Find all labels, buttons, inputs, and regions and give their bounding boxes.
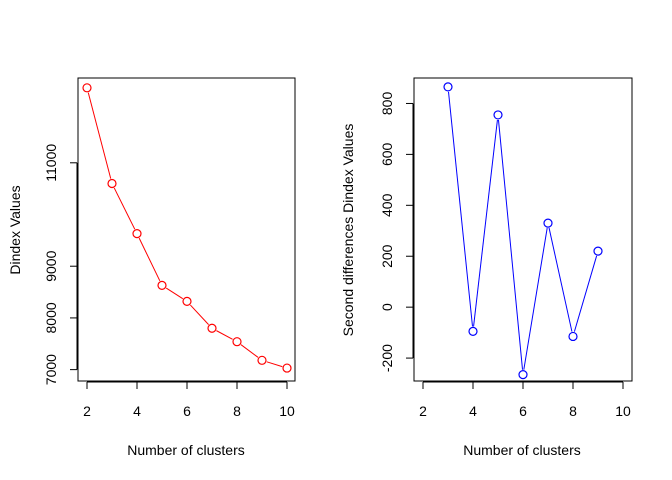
data-point-right [468, 326, 478, 336]
data-point-left [82, 83, 92, 93]
x-tick-label-left: 6 [183, 403, 191, 419]
y-axis-right: -200 0 200 400 600 800 [379, 92, 414, 372]
x-axis-right: 2 4 6 8 10 [419, 381, 631, 419]
series-segment-right [497, 119, 524, 370]
data-point-right [518, 370, 528, 380]
y-axis-label-right: Second differences Dindex Values [340, 124, 356, 337]
series-right [443, 82, 603, 380]
data-point-left [257, 355, 267, 365]
x-tick-label-right: 10 [615, 403, 631, 419]
series-segment-left [266, 361, 283, 368]
data-point-right [443, 82, 453, 92]
series-left [82, 83, 292, 373]
series-segment-left [87, 92, 112, 179]
series-segment-right [448, 91, 473, 327]
series-segment-right [548, 227, 573, 332]
series-segment-left [240, 344, 259, 358]
x-axis-label-right: Number of clusters [463, 442, 580, 458]
data-point-left [282, 363, 292, 373]
x-axis-label-left: Number of clusters [127, 442, 244, 458]
x-tick-label-right: 2 [419, 403, 427, 419]
panel-left: 2 4 6 8 10 7000 8000 9000 11000 Number of clust… [7, 77, 296, 458]
y-tick-label-left: 11000 [43, 144, 59, 182]
data-point-right [543, 218, 553, 228]
x-tick-label-left: 4 [133, 403, 141, 419]
y-tick-label-left: 8000 [43, 302, 59, 333]
x-tick-label-left: 10 [279, 403, 295, 419]
y-axis-label-left: Dindex Values [7, 185, 23, 274]
x-tick-label-right: 8 [569, 403, 577, 419]
y-tick-label-right: 0 [379, 303, 395, 311]
data-point-left [232, 337, 242, 347]
plot-frame-right [413, 77, 633, 382]
data-point-right [568, 331, 578, 342]
data-point-left [157, 280, 167, 290]
data-point-right [593, 246, 603, 256]
plot-frame-left [77, 77, 296, 382]
data-point-right [493, 110, 503, 120]
series-segment-right [573, 255, 598, 332]
data-point-left [182, 296, 192, 306]
y-tick-label-right: 600 [379, 142, 395, 166]
series-segment-left [113, 187, 136, 230]
y-tick-label-right: 200 [379, 244, 395, 268]
y-tick-label-right: 400 [379, 193, 395, 217]
x-tick-label-left: 2 [83, 403, 91, 419]
x-tick-label-right: 6 [519, 403, 527, 419]
data-point-left [107, 178, 117, 189]
data-point-left [207, 323, 217, 333]
series-segment-left [165, 287, 184, 300]
x-tick-label-right: 4 [469, 403, 477, 419]
series-segment-left [138, 237, 161, 282]
series-segment-left [190, 304, 209, 325]
data-point-left [132, 229, 142, 239]
y-tick-label-left: 9000 [43, 250, 59, 281]
x-tick-label-left: 8 [233, 403, 241, 419]
panel-right: 2 4 6 8 10 -200 0 200 400 600 800 Number of clust… [340, 77, 633, 458]
series-segment-left [216, 330, 233, 340]
y-tick-label-right: -200 [379, 344, 395, 372]
x-axis-left: 2 4 6 8 10 [83, 381, 295, 419]
y-tick-label-left: 7000 [43, 354, 59, 385]
y-tick-label-right: 800 [379, 92, 395, 116]
y-axis-left: 7000 8000 9000 11000 [43, 144, 78, 385]
series-segment-right [523, 227, 548, 370]
series-segment-right [473, 119, 498, 327]
